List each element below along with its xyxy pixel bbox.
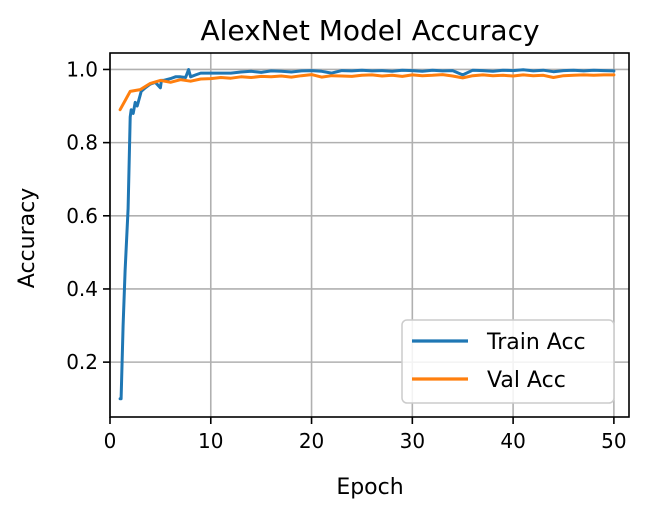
x-tick-label: 20 [299,429,324,453]
tick-layer: 0 10 20 30 40 50 0.2 0.4 0.6 0.8 1.0 [66,57,626,453]
val-acc-line [118,73,616,112]
x-tick-label: 50 [601,429,626,453]
series-layer [118,68,616,401]
x-tick-label: 0 [104,429,117,453]
legend-label-val: Val Acc [487,368,566,393]
grid-layer [109,53,629,417]
y-tick-label: 0.8 [66,131,98,155]
chart-title: AlexNet Model Accuracy [200,14,539,47]
y-tick-label: 1.0 [66,57,98,81]
x-tick-label: 30 [400,429,425,453]
x-tick-label: 10 [198,429,223,453]
y-tick-label: 0.4 [66,277,98,301]
x-axis-label: Epoch [336,475,403,500]
y-axis-label: Accuracy [15,188,40,288]
y-tick-label: 0.2 [66,350,98,374]
legend-label-train: Train Acc [486,330,586,355]
x-tick-label: 40 [500,429,525,453]
plot-frame [109,52,630,418]
y-tick-label: 0.6 [66,204,98,228]
legend: Train Acc Val Acc [401,319,615,404]
train-acc-line [118,68,616,401]
